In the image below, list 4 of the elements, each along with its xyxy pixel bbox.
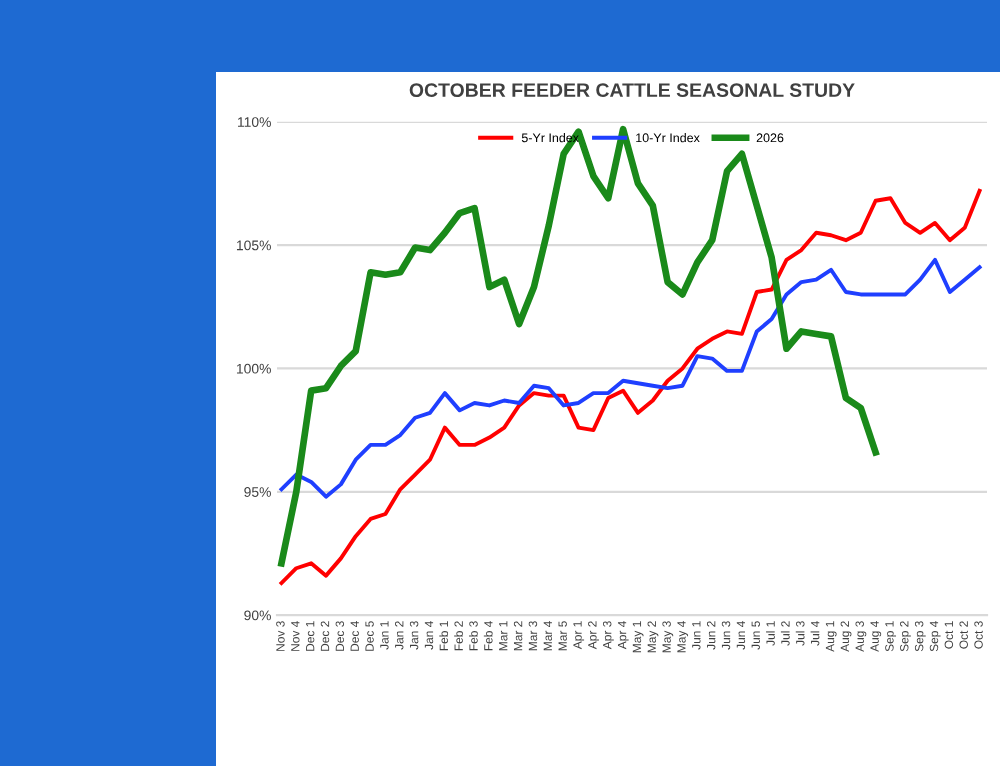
line-series [278,125,879,567]
chart-title: OCTOBER FEEDER CATTLE SEASONAL STUDY [409,83,855,97]
line-series [279,188,982,585]
line-series [279,257,982,499]
